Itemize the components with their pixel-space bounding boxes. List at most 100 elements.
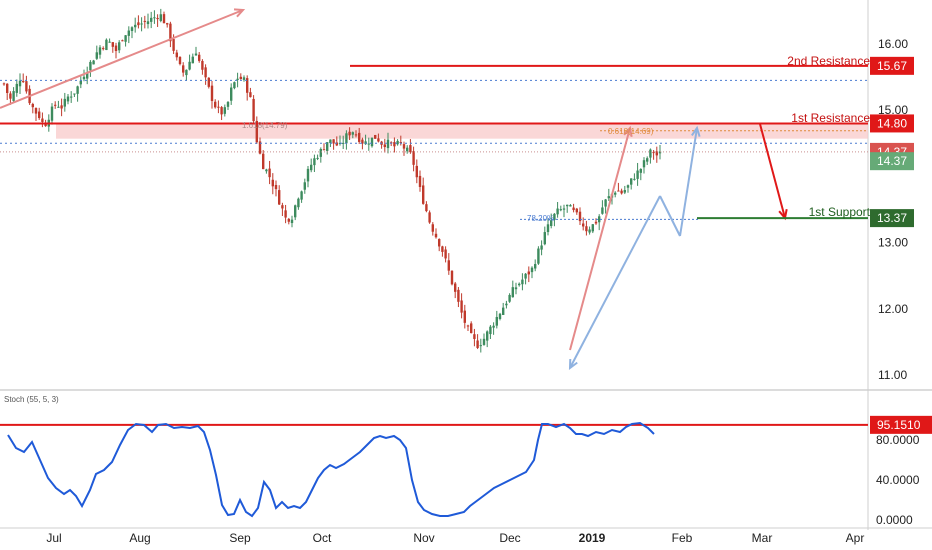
candle-body <box>188 61 191 70</box>
candle-body <box>556 208 559 215</box>
candle-body <box>207 77 210 87</box>
fib-extension-label: 1.618(14.79) <box>242 121 288 130</box>
candle-body <box>89 61 92 71</box>
candle-body <box>649 149 652 158</box>
candle-body <box>482 338 486 345</box>
time-tick-label: Nov <box>413 531 434 545</box>
candle-body <box>342 142 345 144</box>
candle-body <box>230 87 233 101</box>
price-tick-label: 16.00 <box>878 37 908 51</box>
uptrend-arrow-red <box>0 9 244 109</box>
candle-body <box>306 168 310 182</box>
candle-body <box>108 41 111 43</box>
drawings <box>0 8 868 371</box>
candle-body <box>258 141 262 154</box>
candle-body <box>601 207 604 214</box>
stoch-tick-label: 0.0000 <box>876 513 913 527</box>
candle-body <box>185 69 188 76</box>
candle-body <box>166 23 169 25</box>
candle-body <box>502 307 505 315</box>
candle-body <box>316 157 319 159</box>
price-badge-label: 14.37 <box>877 154 907 168</box>
candle-body <box>249 92 252 98</box>
time-tick-label: Sep <box>229 531 251 545</box>
candle-body <box>425 204 428 212</box>
candle-body <box>454 283 457 292</box>
candle-body <box>217 106 220 108</box>
candle-body <box>626 185 630 188</box>
candle-body <box>457 289 460 302</box>
candle-body <box>402 144 406 149</box>
candle-body <box>159 14 162 21</box>
candle-body <box>201 60 204 70</box>
candle-body <box>585 226 588 232</box>
price-badge-label: 14.80 <box>877 116 907 130</box>
stoch-tick-label: 40.0000 <box>876 473 920 487</box>
candle-body <box>153 17 156 19</box>
candle-body <box>150 17 153 22</box>
candle-body <box>172 39 175 51</box>
price-tick-label: 11.00 <box>878 368 907 382</box>
candle-body <box>105 39 108 51</box>
candle-body <box>111 42 114 47</box>
candle-body <box>255 120 258 143</box>
candle-body <box>470 323 473 334</box>
candle-body <box>6 83 9 93</box>
candle-body <box>114 45 118 52</box>
candle-body <box>332 139 335 144</box>
candle-body <box>63 98 66 107</box>
candle-body <box>175 52 178 58</box>
candle-body <box>498 313 502 319</box>
wave-link-blue <box>659 195 681 237</box>
candle-body <box>54 104 57 106</box>
candle-body <box>313 158 316 166</box>
candle-body <box>12 91 15 101</box>
candle-body <box>178 56 182 65</box>
candle-body <box>370 137 374 147</box>
candle-body <box>127 30 130 36</box>
candle-body <box>38 111 41 119</box>
candle-body <box>399 141 402 143</box>
axes: 16.00 15.00 13.00 12.00 11.00 15.67 14.80 14.37… <box>46 37 932 545</box>
candle-body <box>220 107 223 115</box>
candle-body <box>473 334 476 339</box>
candle-body <box>290 219 294 224</box>
candle-body <box>383 144 386 148</box>
candle-body <box>476 340 479 348</box>
price-badge-label: 13.37 <box>877 211 907 225</box>
candle-body <box>559 209 562 211</box>
candle-body <box>604 199 607 207</box>
candle-body <box>102 48 105 50</box>
wave-arrow-blue-b-head <box>691 125 701 137</box>
candle-body <box>284 210 287 218</box>
candle-body <box>2 83 6 85</box>
candle-body <box>44 123 47 127</box>
time-tick-label: Feb <box>672 531 693 545</box>
candle-body <box>34 107 38 114</box>
stoch-tick-label: 80.0000 <box>876 433 920 447</box>
candle-body <box>233 82 236 89</box>
candle-body <box>607 196 610 199</box>
candle-body <box>630 178 633 185</box>
candle-body <box>239 76 242 80</box>
candle-body <box>329 139 332 144</box>
candle-body <box>297 198 300 208</box>
candle-body <box>25 81 28 92</box>
candle-body <box>287 218 290 222</box>
candle-body <box>354 134 358 136</box>
time-tick-label: Apr <box>846 531 865 545</box>
uptrend-arrow-red-head <box>233 8 246 18</box>
candle-body <box>514 287 518 290</box>
candle-body <box>460 300 463 313</box>
time-tick-label: 2019 <box>579 531 606 545</box>
candle-body <box>137 22 140 26</box>
candle-body <box>434 233 438 238</box>
wave-arrow-blue-b <box>679 127 698 237</box>
candle-body <box>73 93 76 95</box>
candle-body <box>553 213 556 221</box>
levels <box>0 64 868 220</box>
resistance-zone <box>56 123 868 139</box>
candle-body <box>146 21 150 25</box>
candlestick-series <box>2 8 662 353</box>
